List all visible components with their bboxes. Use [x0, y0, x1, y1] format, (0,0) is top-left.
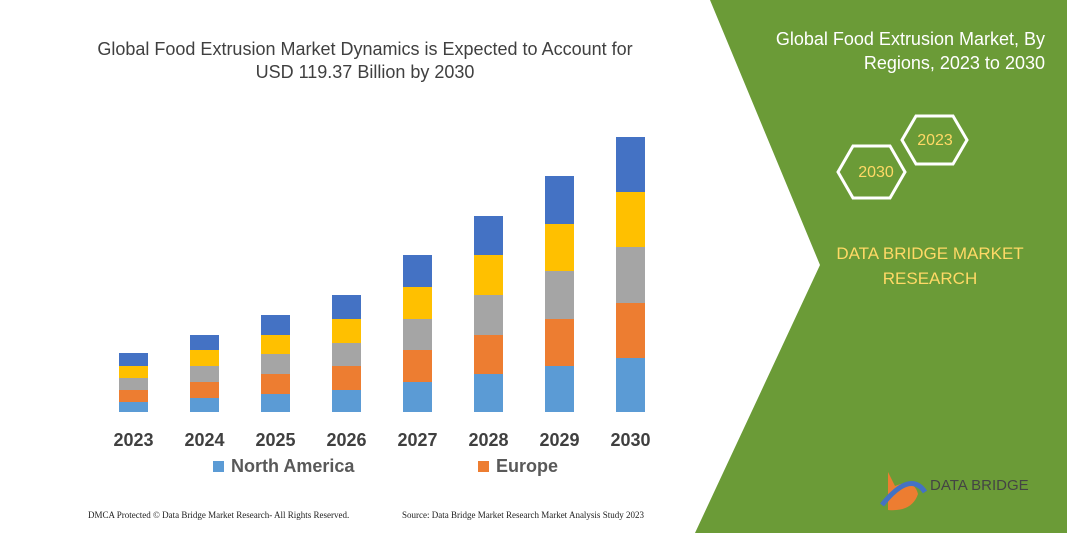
green-panel — [695, 0, 1067, 533]
bar-segment — [190, 382, 219, 398]
panel-title: Global Food Extrusion Market, By Regions… — [775, 29, 1045, 73]
hexagon — [900, 114, 969, 166]
bar-segment — [545, 366, 574, 412]
bar-segment — [261, 354, 290, 374]
hexagon — [836, 144, 907, 200]
legend-label: Europe — [496, 456, 558, 476]
bar-segment — [403, 382, 432, 412]
legend-swatch — [213, 461, 224, 472]
x-tick-label: 2023 — [113, 430, 153, 450]
bar-segment — [261, 335, 290, 354]
x-tick-label: 2028 — [468, 430, 508, 450]
bar-segment — [119, 366, 148, 378]
brand: DATA BRIDGE MARKET RESEARCH — [836, 244, 1024, 288]
legend-swatch — [478, 461, 489, 472]
logo-mark — [880, 481, 928, 507]
bar-segment — [332, 390, 361, 412]
bar-segment — [545, 176, 574, 224]
bar-segment — [190, 335, 219, 350]
bar-segment — [332, 366, 361, 390]
bar-segment — [332, 319, 361, 343]
bar-segment — [261, 394, 290, 412]
x-tick-label: 2024 — [184, 430, 224, 450]
bar-segment — [119, 353, 148, 366]
bar-segment — [545, 224, 574, 271]
hex-label: 2023 — [917, 132, 953, 149]
bar-segment — [403, 319, 432, 350]
x-tick-label: 2030 — [610, 430, 650, 450]
bar-segment — [616, 358, 645, 412]
x-tick-label: 2025 — [255, 430, 295, 450]
bar-segment — [119, 390, 148, 402]
bar-segment — [261, 374, 290, 394]
bar-segment — [119, 378, 148, 390]
bar-segment — [545, 271, 574, 319]
bar-segment — [403, 350, 432, 382]
bar-segment — [616, 247, 645, 303]
logo-text: DATA BRIDGE — [930, 477, 1029, 494]
bar-segment — [616, 192, 645, 247]
chart-title: Global Food Extrusion Market Dynamics is… — [97, 39, 633, 82]
footer-right: Source: Data Bridge Market Research Mark… — [402, 510, 644, 520]
x-tick-label: 2026 — [326, 430, 366, 450]
bar-segment — [474, 295, 503, 335]
bar-segment — [332, 343, 361, 366]
bar-segment — [474, 216, 503, 255]
bar-segment — [474, 374, 503, 412]
bar-segment — [474, 255, 503, 295]
x-tick-label: 2029 — [539, 430, 579, 450]
logo-mark — [888, 472, 918, 511]
bar-segment — [474, 335, 503, 374]
x-tick-label: 2027 — [397, 430, 437, 450]
bar-segment — [403, 287, 432, 319]
bar-segment — [261, 315, 290, 335]
footer-left: DMCA Protected © Data Bridge Market Rese… — [88, 510, 350, 520]
bar-segment — [190, 366, 219, 382]
bar-segment — [119, 402, 148, 412]
bar-segment — [190, 398, 219, 412]
bar-segment — [545, 319, 574, 366]
bar-segment — [403, 255, 432, 287]
hex-label: 2030 — [858, 164, 894, 181]
legend-label: North America — [231, 456, 355, 476]
bar-segment — [616, 137, 645, 192]
bar-segment — [616, 303, 645, 358]
bar-segment — [190, 350, 219, 366]
bar-segment — [332, 295, 361, 319]
